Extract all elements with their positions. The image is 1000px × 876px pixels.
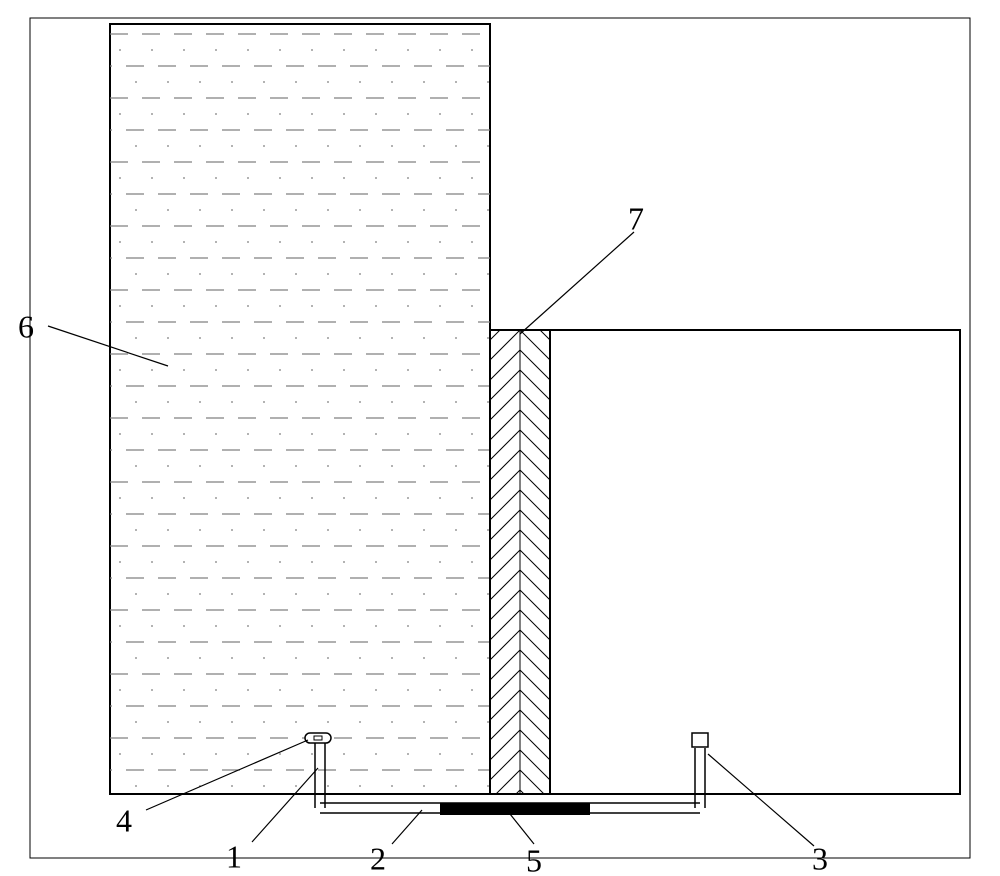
label-5: 5 [526,842,542,876]
right-fitting [692,733,708,747]
leader-5 [510,814,534,844]
leader-2 [392,810,422,844]
column-rect [110,24,490,794]
leader-7 [520,232,634,334]
label-7: 7 [628,200,644,236]
label-4: 4 [116,802,132,838]
label-2: 2 [370,840,386,876]
right-block [550,330,960,794]
black-bar [440,803,590,815]
label-6: 6 [18,308,34,344]
label-1: 1 [226,838,242,874]
left-fitting [305,733,331,743]
label-3: 3 [812,840,828,876]
